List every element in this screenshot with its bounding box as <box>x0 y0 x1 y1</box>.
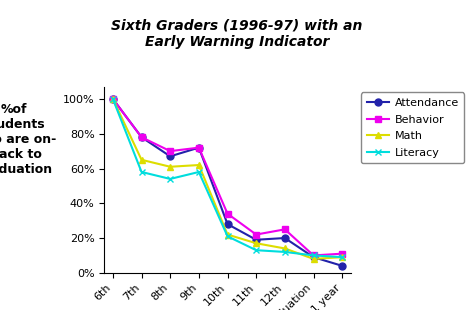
Literacy <box>110 97 116 101</box>
Literacy <box>253 248 259 252</box>
Attendance <box>282 236 288 240</box>
Legend: Attendance, Behavior, Math, Literacy: Attendance, Behavior, Math, Literacy <box>361 92 465 163</box>
Behavior <box>253 233 259 237</box>
Behavior <box>196 146 202 149</box>
Attendance <box>310 255 316 259</box>
Behavior <box>310 254 316 257</box>
Math <box>139 158 145 162</box>
Math <box>282 246 288 250</box>
Literacy <box>339 255 345 259</box>
Behavior <box>167 149 173 153</box>
Attendance <box>225 222 230 226</box>
Literacy <box>167 177 173 181</box>
Math <box>339 255 345 259</box>
Math <box>196 163 202 167</box>
Behavior <box>282 228 288 231</box>
Line: Literacy: Literacy <box>109 95 346 261</box>
Attendance <box>253 238 259 241</box>
Behavior <box>225 212 230 215</box>
Math <box>110 97 116 101</box>
Attendance <box>339 264 345 268</box>
Literacy <box>225 234 230 238</box>
Line: Attendance: Attendance <box>109 95 346 269</box>
Behavior <box>139 135 145 139</box>
Attendance <box>110 97 116 101</box>
Behavior <box>110 97 116 101</box>
Text: Sixth Graders (1996-97) with an
Early Warning Indicator: Sixth Graders (1996-97) with an Early Wa… <box>111 19 363 49</box>
Math <box>253 241 259 245</box>
Literacy <box>196 170 202 174</box>
Literacy <box>282 250 288 254</box>
Literacy <box>139 170 145 174</box>
Attendance <box>167 154 173 158</box>
Math <box>310 257 316 261</box>
Line: Math: Math <box>109 95 346 262</box>
Literacy <box>310 254 316 257</box>
Math <box>225 233 230 237</box>
Attendance <box>139 135 145 139</box>
Behavior <box>339 252 345 255</box>
Math <box>167 165 173 169</box>
Line: Behavior: Behavior <box>109 95 346 259</box>
Text: %of
students
who are on-
track to
graduation: %of students who are on- track to gradua… <box>0 103 56 176</box>
Attendance <box>196 146 202 149</box>
